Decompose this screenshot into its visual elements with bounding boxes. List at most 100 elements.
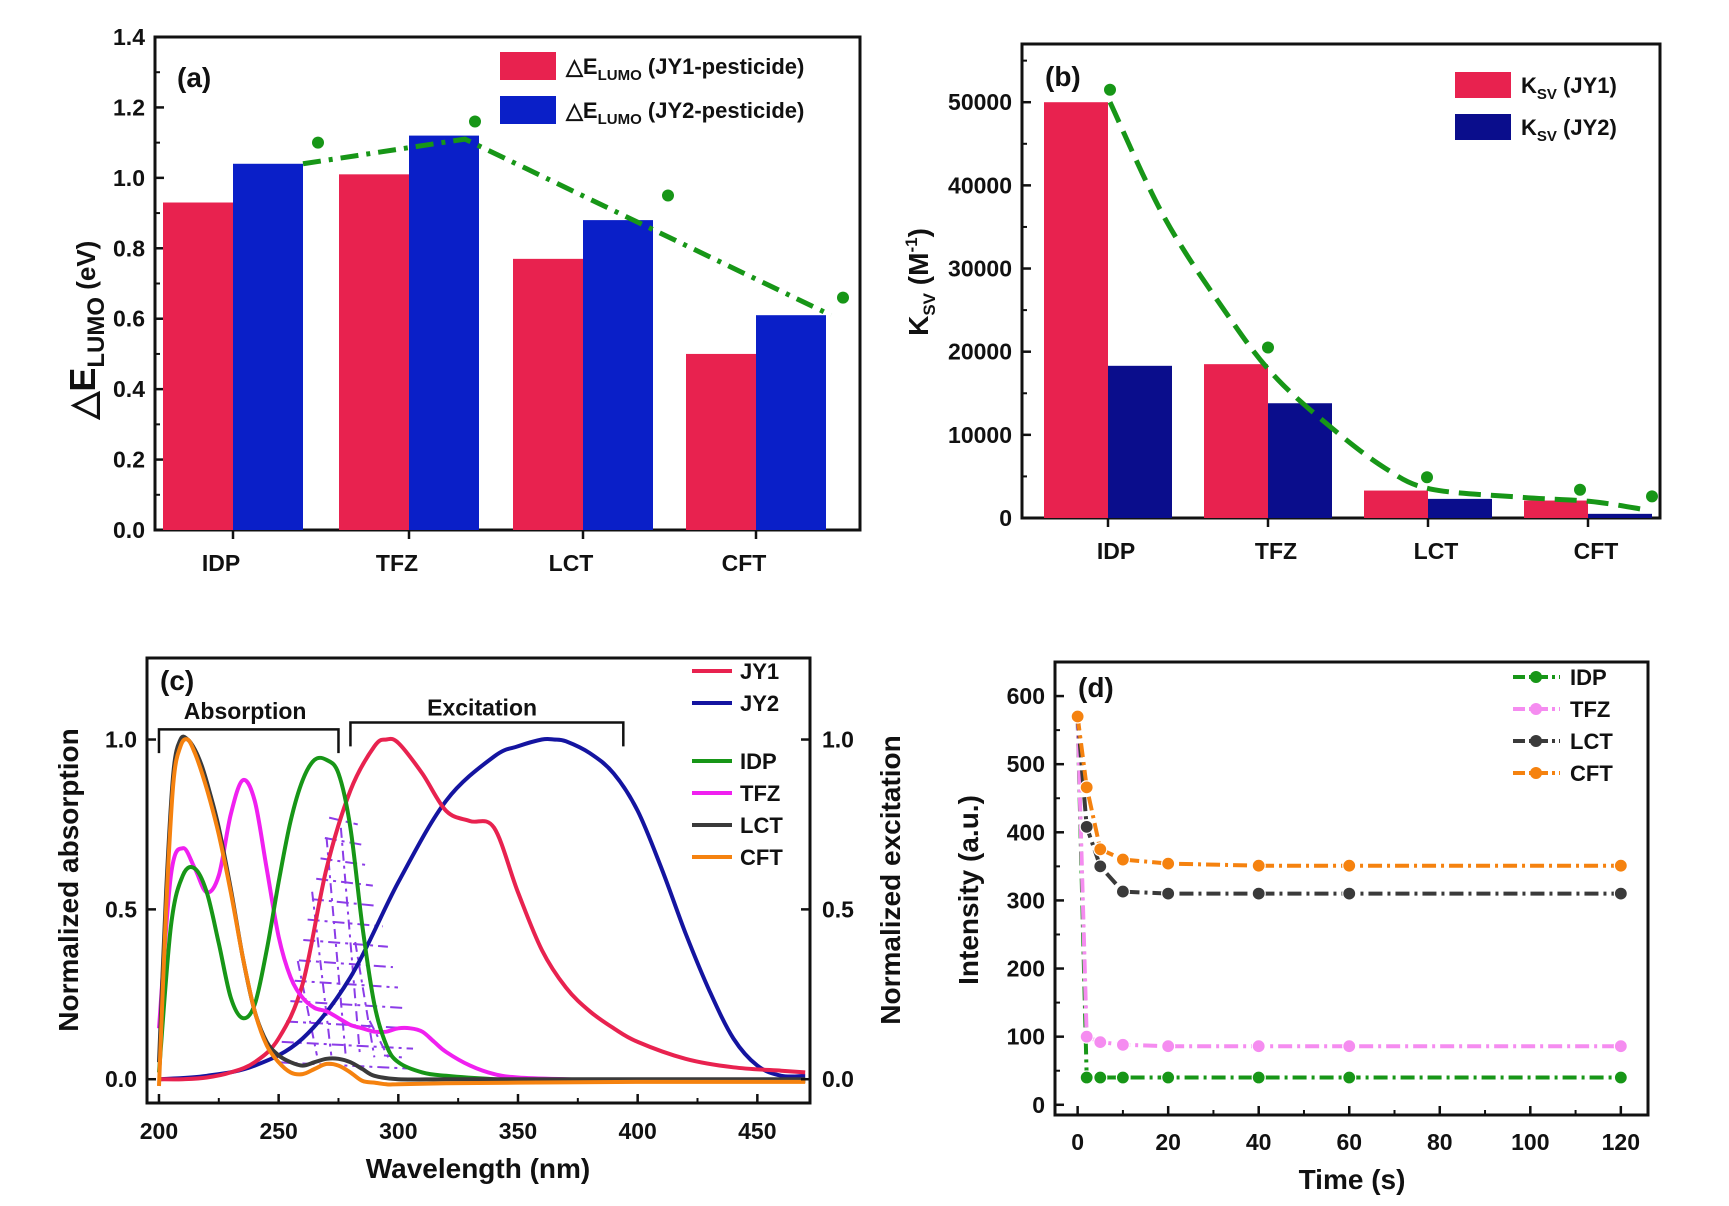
absorption-bracket [157,728,340,754]
bar-cft-jy1 [686,353,756,530]
legend-label: △ELUMO (JY1-pesticide) [565,54,804,84]
x-tick-label: 450 [738,1118,776,1144]
y-tick-label: 600 [1007,683,1045,709]
data-point-tfz [1093,1035,1108,1050]
bar-lct-jy2 [583,220,653,530]
series-line-jy1 [158,736,806,1082]
legend-marker-tfz [1530,703,1542,715]
data-point-tfz [1251,1039,1266,1054]
legend-label: KSV (JY1) [1521,73,1617,103]
legend-label: JY1 [740,659,779,684]
legend-marker-lct [1530,735,1542,747]
legend-swatch [1455,114,1511,140]
x-tick-label: LCT [1414,538,1459,564]
excitation-bracket [349,721,625,747]
legend-label: TFZ [1570,697,1610,722]
data-point-tfz [1115,1037,1131,1052]
y2-tick-label: 1.0 [822,727,854,753]
series-line-tfz [1075,716,1621,1049]
x-tick-label: 0 [1071,1129,1084,1155]
trend-line [1107,101,1646,513]
bar-cft-jy2 [1588,513,1652,518]
data-point-cft [1070,709,1085,724]
overlap-hatch [307,918,383,928]
legend-marker-idp [1530,671,1542,683]
bar-idp-jy1 [163,202,233,530]
panel-c: 200 250 300 350 400 450 0.0 0.5 1.0 0.0 0.5 1.0 Abso… [53,656,906,1184]
x-tick-label: LCT [549,550,594,576]
x-axis-label: Wavelength (nm) [366,1153,591,1184]
data-point-idp [1251,1070,1266,1085]
data-point-lct [1079,819,1094,834]
trend-point [1104,83,1116,96]
x-tick-label: 250 [259,1118,297,1144]
panel-b: 0 10000 20000 30000 40000 50000 IDP TFZ LCT CFT (b… [902,42,1662,564]
data-point-lct [1093,859,1108,874]
legend-label: IDP [740,749,777,774]
y-tick-label: 200 [1007,956,1045,982]
data-point-cft [1093,842,1108,857]
data-point-tfz [1161,1039,1176,1054]
data-point-lct [1251,886,1266,901]
bar-idp-jy2 [1108,365,1172,518]
data-point-cft [1613,858,1628,873]
y2-tick-label: 0.5 [822,896,854,922]
y-tick-label: 1.0 [113,165,145,191]
series-line-lct [157,734,806,1082]
data-point-lct [1613,886,1628,901]
legend-swatch [1455,72,1511,98]
legend-swatch [500,52,556,80]
y-tick-label: 0.8 [113,235,145,261]
bar-tfz-jy1 [339,174,409,531]
panel-a: 0.0 0.2 0.4 0.6 0.8 1.0 1.2 1.4 IDP TFZ LCT CFT (a) △… [62,24,862,576]
legend-label: TFZ [740,781,780,806]
overlap-hatch [324,837,363,846]
data-point-tfz [1079,1029,1094,1044]
overlap-hatch [328,816,358,826]
x-tick-label: 60 [1336,1129,1362,1155]
data-point-idp [1079,1070,1094,1085]
x-tick-label: IDP [1097,538,1135,564]
y-axis-label: Intensity (a.u.) [953,795,984,985]
trend-point [662,189,674,202]
y-tick-label: 0.6 [113,306,145,332]
x-tick-label: CFT [1574,538,1619,564]
overlap-hatch [296,960,318,1056]
trend-point [1646,490,1658,503]
y-tick-label: 0.5 [105,896,137,922]
bar-idp-jy2 [233,163,303,530]
y-tick-label: 300 [1007,887,1045,913]
y-tick-label: 100 [1007,1024,1045,1050]
x-tick-label: 120 [1602,1129,1640,1155]
y-tick-label: 1.2 [113,94,145,120]
x-tick-label: 100 [1511,1129,1549,1155]
data-point-idp [1115,1070,1131,1085]
y-tick-label: 1.0 [105,727,137,753]
legend-label: JY2 [740,691,779,716]
y-tick-label: 0 [1032,1092,1045,1118]
x-tick-label: 200 [140,1118,178,1144]
y-tick-label: 10000 [948,422,1012,448]
series-line-cft [157,737,806,1087]
panel-label: (b) [1045,61,1081,92]
data-point-lct [1115,884,1131,899]
y-tick-label: 20000 [948,339,1012,365]
data-point-cft [1115,852,1131,867]
data-point-cft [1161,856,1176,871]
y-axis-label: KSV (M-1) [902,228,939,336]
panel-label: (d) [1078,672,1114,703]
y-tick-label: 500 [1007,751,1045,777]
overlap-hatch [354,941,376,1058]
legend-label: CFT [740,845,783,870]
data-point-lct [1342,886,1357,901]
bar-tfz-jy2 [409,135,479,530]
x-axis-label: Time (s) [1299,1164,1406,1195]
y2-tick-label: 0.0 [822,1066,854,1092]
absorption-annotation: Absorption [184,698,307,724]
plot-frame [1020,42,1662,520]
x-tick-label: CFT [722,550,767,576]
x-tick-label: TFZ [376,550,418,576]
y-tick-label: 0.0 [105,1066,137,1092]
y-tick-label: 0 [999,505,1012,531]
